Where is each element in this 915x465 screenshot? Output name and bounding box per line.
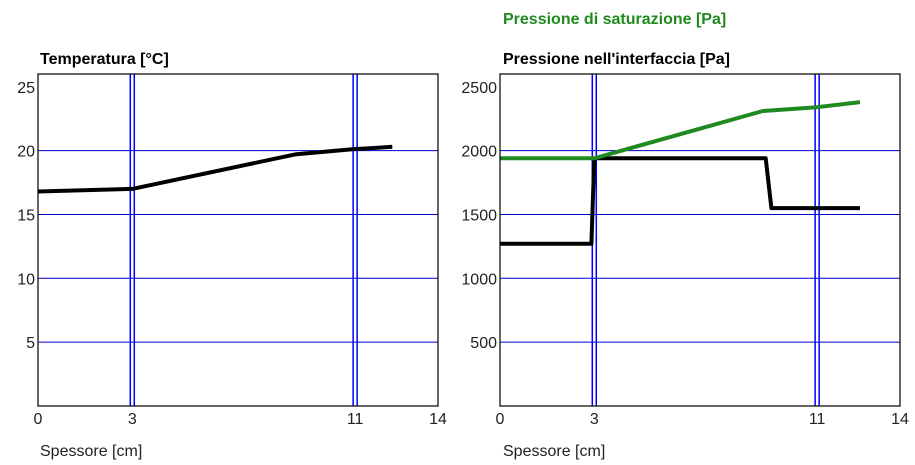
temperature-y-tick-label: 20 xyxy=(17,144,35,161)
temperature-x-tick-label: 0 xyxy=(34,411,43,428)
pressure-plot: 500 1000 1500 2000 2500 0 3 11 14 xyxy=(461,73,909,428)
temperature-y-tick-label: 10 xyxy=(17,271,35,288)
temperature-x-axis-label: Spessore [cm] xyxy=(40,443,142,460)
temperature-plot-frame xyxy=(37,73,439,407)
pressure-y-tick-label: 2500 xyxy=(461,80,497,97)
pressure-y-tick-label: 2000 xyxy=(461,144,497,161)
temperature-y-tick-label: 5 xyxy=(26,335,35,352)
temperature-chart-title: Temperatura [°C] xyxy=(40,51,169,68)
interface-pressure-title: Pressione nell'interfaccia [Pa] xyxy=(503,51,730,68)
temperature-y-tick-label: 15 xyxy=(17,207,35,224)
pressure-x-tick-label: 14 xyxy=(891,411,909,428)
pressure-y-tick-label: 1500 xyxy=(461,207,497,224)
pressure-y-tick-label: 500 xyxy=(470,335,497,352)
pressure-y-tick-label: 1000 xyxy=(461,271,497,288)
temperature-plot: 5 10 15 20 25 0 3 11 14 xyxy=(17,73,447,428)
pressure-x-tick-label: 0 xyxy=(496,411,505,428)
pressure-x-tick-label: 11 xyxy=(809,411,826,428)
saturation-pressure-title: Pressione di saturazione [Pa] xyxy=(503,11,726,28)
temperature-series-line-0 xyxy=(37,144,393,194)
temperature-x-tick-label: 11 xyxy=(347,411,364,428)
pressure-plot-frame xyxy=(499,73,901,407)
temperature-y-tick-label: 25 xyxy=(17,80,35,97)
pressure-series-line-0 xyxy=(500,156,860,246)
temperature-x-tick-label: 14 xyxy=(429,411,447,428)
pressure-x-tick-label: 3 xyxy=(590,411,599,428)
temperature-x-tick-label: 3 xyxy=(128,411,137,428)
pressure-x-axis-label: Spessore [cm] xyxy=(503,443,605,460)
pressure-series-line-1 xyxy=(500,100,861,161)
